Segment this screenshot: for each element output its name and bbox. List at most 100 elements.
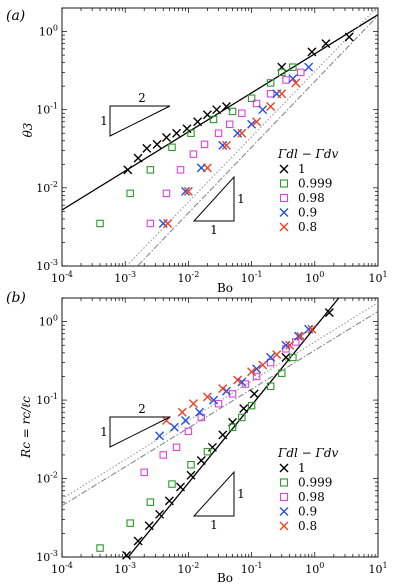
data-point: [188, 399, 198, 409]
data-point: [181, 186, 191, 196]
data-point: [266, 101, 276, 111]
data-point: [252, 99, 261, 108]
data-point: [186, 470, 196, 480]
series-4: [161, 324, 317, 425]
series-3: [158, 62, 314, 228]
data-point: [278, 68, 286, 77]
data-point: [182, 124, 192, 134]
y-tick-label: 10-1: [36, 392, 58, 407]
data-point: [161, 133, 171, 143]
data-point: [282, 76, 290, 84]
data-point: [189, 150, 198, 158]
data-point: [142, 143, 152, 153]
x-tick-label: 10-3: [114, 561, 136, 576]
legend-marker: [279, 179, 289, 188]
data-point: [184, 427, 193, 436]
fit-line-dashdot: [62, 310, 378, 507]
data-point: [233, 375, 243, 385]
data-point: [218, 430, 228, 440]
data-point: [285, 340, 295, 350]
legend-marker: [279, 208, 289, 217]
data-point: [252, 364, 262, 374]
data-point: [241, 380, 250, 388]
x-tick-label: 101: [368, 270, 387, 285]
data-point: [266, 352, 276, 362]
legend-marker: [279, 463, 289, 473]
data-point: [196, 455, 206, 465]
x-tick-label: 10-2: [178, 561, 200, 576]
slope-triangle-1: [109, 416, 171, 448]
data-point: [126, 189, 134, 198]
fit-line-dotted: [125, 8, 378, 266]
legend-label: 0.98: [298, 191, 325, 205]
fit-line-solid: [127, 298, 340, 557]
data-point: [247, 401, 256, 410]
data-point: [183, 186, 193, 196]
data-point: [291, 78, 301, 88]
data-point: [122, 550, 132, 560]
data-point: [181, 415, 191, 425]
slope-triangles: 2 1 1 1: [100, 402, 245, 532]
x-tick-label: 10-3: [114, 270, 136, 285]
legend-label: 1: [298, 461, 306, 475]
data-point: [193, 117, 203, 127]
data-point: [96, 219, 104, 228]
data-point: [218, 384, 228, 394]
y-axis-label-b: Rc = rc/ℓc: [19, 396, 33, 459]
data-point: [247, 367, 257, 377]
triangle-1-top-label: 2: [138, 402, 146, 416]
data-point: [247, 94, 256, 103]
data-point: [155, 509, 165, 519]
panel-label-b: (b): [6, 290, 26, 306]
data-point: [281, 340, 291, 350]
plot-area-b: 10-4 10-3 10-2 10-1 100 10110-310-210-1100211…: [36, 297, 388, 576]
slope-triangles: 2 1 1 1: [100, 91, 245, 237]
y-tick-label: 10-1: [36, 102, 58, 117]
data-point: [209, 395, 219, 405]
data-point: [146, 166, 155, 174]
data-point: [133, 536, 143, 546]
data-point: [195, 407, 205, 417]
axes-frame: [61, 297, 379, 558]
x-tick-label: 10-1: [241, 561, 263, 576]
data-point: [225, 120, 234, 129]
data-point: [96, 544, 104, 552]
plot-area-a: 10-4 10-3 10-2 10-1 100 10110-310-210-1100211…: [36, 7, 388, 285]
data-point: [249, 389, 259, 399]
slope-triangle-2: [192, 470, 235, 517]
y-tick-label: 10-2: [36, 180, 58, 195]
x-axis-label-a: Bo: [217, 281, 233, 295]
data-point: [123, 165, 133, 175]
data-point: [218, 140, 228, 150]
data-point: [237, 128, 247, 138]
data-point: [146, 498, 155, 506]
data-point: [252, 117, 262, 127]
data-point: [159, 451, 168, 459]
data-point: [207, 442, 217, 452]
triangle-2-side-label: 1: [237, 487, 245, 501]
legend-label: 0.999: [298, 476, 332, 490]
legend-label: 0.999: [298, 177, 332, 191]
data-point: [172, 443, 181, 452]
y-tick-label: 10-3: [36, 549, 58, 564]
data-point: [221, 140, 231, 150]
slope-triangle-2: [192, 175, 235, 222]
data-point: [233, 128, 243, 138]
data-point: [296, 331, 306, 341]
x-tick-label: 100: [305, 561, 324, 576]
legend-label: 1: [298, 162, 306, 176]
legend-title: Γdl − Γdv: [277, 446, 339, 460]
x-tick-label: 10-1: [241, 270, 263, 285]
data-point: [202, 392, 212, 402]
data-point: [304, 324, 314, 334]
data-point: [278, 369, 286, 377]
series-1: [96, 353, 297, 552]
data-point: [266, 89, 275, 98]
legend-label: 0.9: [298, 505, 317, 519]
panel-a: (a) Bo θ3 10-4 10-3 10-2 10-1 100 10110-310-2…: [6, 7, 388, 295]
legend-label: 0.9: [298, 206, 317, 220]
data-point: [209, 115, 218, 124]
legend-marker: [279, 478, 289, 487]
y-tick-label: 10-2: [36, 471, 58, 486]
